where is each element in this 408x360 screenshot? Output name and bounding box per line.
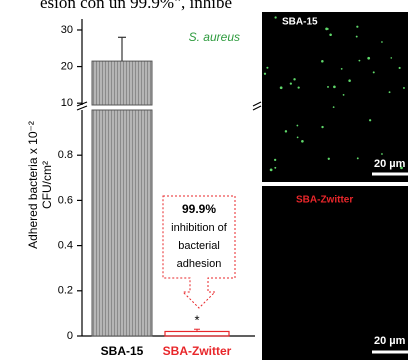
x-tick-label: SBA-15 [101,344,144,358]
dot [333,106,335,108]
dot [327,86,329,88]
image-panel [262,12,408,182]
dot [341,68,343,70]
axis-break [77,106,87,110]
dot [290,82,292,84]
dot [321,126,323,128]
callout-text: inhibition of [171,222,228,234]
dot [373,71,375,73]
axis-break [253,106,261,110]
callout-text: adhesion [177,258,222,270]
bar [165,331,229,336]
y-tick-label: 20 [61,60,73,72]
dot [333,86,336,89]
significance: * [194,313,199,328]
callout-text: bacterial [178,240,220,252]
dot [293,78,295,80]
image-label: SBA-15 [282,17,318,28]
bar [92,61,152,105]
dot [356,36,358,38]
dot [301,140,304,143]
y-tick-label: 0.8 [58,149,73,161]
dot [325,27,328,30]
dot [390,57,392,59]
dot [274,159,276,161]
dot [381,153,383,155]
scale-label: 20 µm [374,335,406,347]
y-tick-label: 0.6 [58,194,73,206]
y-axis-label: Adhered bacteria x 10⁻² [26,121,40,249]
dot [381,41,383,43]
y-tick-label: 0.4 [58,240,73,252]
dot [403,87,405,89]
dot [274,167,276,169]
callout-text: 99.9% [182,202,216,216]
dot [270,169,273,172]
bar [92,110,152,336]
y-tick-label: 30 [61,24,73,36]
y-tick-label: 0.2 [58,285,73,297]
dot [266,67,268,69]
image-panel [262,186,408,360]
y-tick-label: 0 [67,330,73,342]
dot [321,60,324,63]
axis-break [253,102,261,106]
header-fragment: esión con un 99.9%", inhibe [40,0,232,12]
dot [280,86,283,89]
y-axis-label: CFU/cm² [40,161,54,209]
y-tick-label: 10 [61,97,73,109]
dot [399,67,401,69]
dot [274,16,276,18]
dot [297,136,299,138]
dot [296,125,298,127]
dot [328,158,330,160]
dot [389,91,391,93]
dot [359,60,361,62]
x-tick-label: SBA-Zwitter [163,344,232,358]
dot [357,157,359,159]
scale-label: 20 µm [374,158,406,170]
dot [367,57,370,60]
organism-label: S. aureus [189,30,240,44]
dot [329,33,332,36]
dot [348,79,351,82]
dot [298,86,300,88]
dot [285,130,287,132]
dot [264,73,266,75]
dot [356,26,358,28]
dot [343,94,345,96]
dot [369,119,371,121]
image-label: SBA-Zwitter [296,195,353,206]
figure: esión con un 99.9%", inhibe SBA-15 SBA-Z… [0,0,408,360]
